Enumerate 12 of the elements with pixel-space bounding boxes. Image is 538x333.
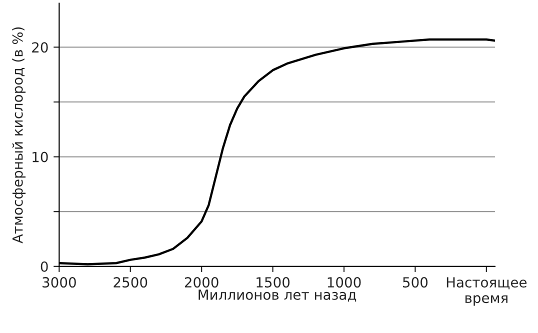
x-tick-label: 2500: [114, 277, 148, 288]
y-tick-label: 0: [40, 261, 48, 272]
y-axis-title: Атмосферный кислород (в %): [12, 27, 26, 244]
x-axis-title: Миллионов лет назад: [198, 290, 356, 302]
x-tick-label: 1000: [328, 277, 361, 288]
x-tick-label: 2000: [184, 277, 218, 288]
y-tick-label: 10: [32, 152, 48, 162]
x-tick-label: 1500: [256, 277, 290, 288]
x-tick-label: 500: [403, 277, 428, 288]
x-tick-label: 3000: [42, 277, 76, 288]
y-tick-label: 20: [32, 42, 48, 53]
x-tick-label: Настоящее время: [446, 277, 527, 306]
